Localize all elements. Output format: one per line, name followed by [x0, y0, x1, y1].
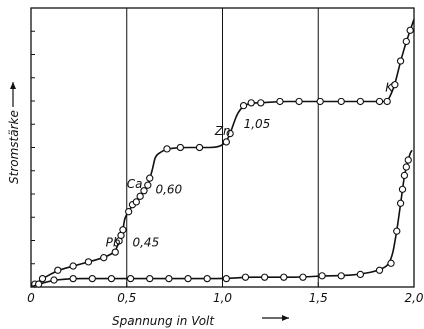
x-axis-label: Spannung in Volt: [112, 314, 215, 328]
series-line-1: [30, 149, 413, 288]
data-point-s0-3: [69, 262, 77, 270]
data-point-s1-15: [318, 272, 326, 280]
annotation-4: Zn: [214, 124, 231, 138]
annotation-0: Pb: [106, 236, 121, 250]
data-point-s1-8: [184, 274, 192, 283]
data-point-s0-22: [239, 102, 248, 110]
data-point-s0-25: [276, 97, 284, 106]
x-tick-label-3: 1,5: [309, 291, 328, 305]
data-point-s0-5: [100, 254, 108, 262]
data-point-s0-24: [257, 99, 265, 107]
data-point-s0-29: [356, 97, 365, 106]
x-tick-label-1: 0,5: [117, 291, 136, 305]
data-point-s1-6: [146, 274, 154, 283]
data-point-s0-2: [54, 266, 62, 274]
data-point-s1-3: [88, 274, 96, 283]
data-point-s0-32: [391, 81, 399, 89]
data-point-s1-18: [375, 266, 384, 274]
grid-lines: [126, 8, 319, 287]
x-axis-arrow: [262, 315, 289, 321]
data-point-s0-15: [144, 181, 152, 189]
data-point-s0-17: [163, 145, 171, 153]
data-point-s1-4: [107, 274, 116, 283]
series-group: [30, 18, 415, 288]
x-tick-label-4: 2,0: [404, 291, 423, 305]
data-point-s0-10: [125, 208, 133, 216]
data-point-s0-28: [337, 97, 345, 106]
x-ticks: 0 0,5 1,0 1,5 2,0: [27, 30, 424, 305]
data-point-s1-11: [241, 273, 250, 281]
annotation-3: 0,60: [155, 183, 182, 197]
data-point-s1-25: [404, 156, 412, 164]
data-point-s0-13: [136, 192, 144, 200]
data-point-s1-12: [260, 273, 269, 281]
data-point-s0-34: [402, 37, 410, 46]
data-point-s1-24: [402, 163, 410, 171]
data-point-s1-7: [165, 274, 173, 283]
data-point-s1-9: [203, 274, 211, 283]
data-point-s0-20: [222, 138, 230, 146]
data-point-s0-12: [132, 198, 140, 206]
annotations: Pb 0,45 Ca 0,60 Zn 1,05 K: [106, 81, 395, 250]
annotation-6: K: [385, 81, 394, 95]
data-point-s0-30: [375, 97, 384, 106]
data-point-s0-27: [316, 97, 324, 106]
x-tick-label-2: 1,0: [213, 291, 232, 305]
data-point-s0-1: [38, 274, 47, 283]
data-point-s0-9: [119, 226, 127, 234]
data-point-s1-14: [299, 273, 307, 281]
data-point-s0-18: [176, 143, 185, 152]
data-point-s0-23: [247, 99, 255, 107]
data-point-s0-21: [226, 129, 234, 138]
y-axis-arrow: [10, 82, 16, 107]
data-point-s1-0: [35, 280, 43, 288]
data-point-s1-5: [126, 274, 135, 283]
data-point-s0-33: [396, 57, 405, 65]
x-tick-label-0: 0: [27, 291, 35, 305]
annotation-5: 1,05: [244, 117, 271, 131]
annotation-1: 0,45: [132, 236, 159, 250]
data-point-s1-19: [387, 259, 395, 267]
data-point-s1-2: [69, 274, 77, 283]
data-point-s1-23: [400, 171, 409, 180]
data-point-s1-16: [337, 272, 345, 280]
series-line-0: [34, 18, 415, 285]
data-point-s1-20: [393, 227, 401, 235]
data-point-s1-10: [222, 274, 230, 283]
data-point-s0-26: [295, 97, 303, 106]
y-axis-label: Stromstärke: [7, 110, 21, 184]
data-point-s0-19: [195, 143, 204, 152]
data-point-s1-22: [398, 185, 407, 193]
data-point-s0-31: [383, 97, 391, 106]
data-point-s1-17: [356, 270, 365, 279]
data-point-s0-4: [84, 258, 93, 266]
data-point-s1-21: [396, 199, 405, 207]
data-point-s0-35: [406, 26, 414, 34]
data-point-s0-14: [140, 187, 148, 195]
data-point-s0-6: [111, 248, 119, 256]
annotation-2: Ca: [127, 177, 143, 191]
data-point-s1-13: [280, 273, 288, 281]
data-point-s1-1: [50, 276, 58, 284]
data-point-s0-16: [146, 174, 154, 182]
